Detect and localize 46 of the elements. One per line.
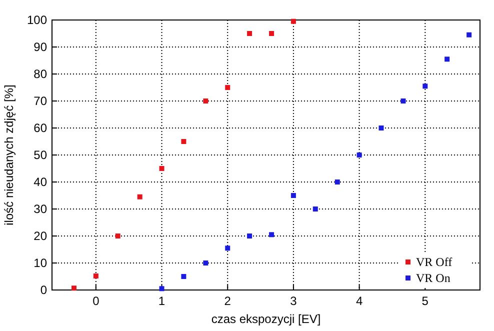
- point: [181, 139, 186, 144]
- x-tick-label: 0: [92, 294, 100, 308]
- y-tick-label: 60: [34, 121, 48, 135]
- y-tick-label: 50: [34, 148, 48, 162]
- point: [71, 286, 76, 291]
- point: [181, 274, 186, 279]
- x-tick-label: 2: [224, 294, 232, 308]
- point: [93, 273, 98, 278]
- x-tick-label: 5: [422, 294, 429, 308]
- point: [225, 85, 230, 90]
- legend-label: VR Off: [416, 255, 452, 269]
- legend-label: VR On: [416, 271, 450, 285]
- point: [334, 180, 340, 184]
- point: [312, 206, 318, 212]
- point: [378, 126, 384, 130]
- y-axis-title: ilość nieudanych zdjęć [%]: [2, 84, 16, 226]
- point: [269, 31, 274, 36]
- point: [422, 84, 428, 89]
- point: [203, 98, 208, 104]
- point: [137, 194, 142, 200]
- point: [356, 152, 362, 158]
- y-tick-label: 20: [34, 229, 48, 243]
- point: [159, 166, 164, 171]
- y-tick-label: 30: [34, 202, 48, 216]
- y-tick-label: 10: [34, 256, 48, 270]
- point: [400, 98, 406, 104]
- y-tick-label: 70: [34, 94, 48, 108]
- x-tick-label: 4: [356, 294, 363, 308]
- point: [247, 31, 252, 36]
- point: [466, 32, 472, 38]
- point: [203, 260, 208, 266]
- point: [444, 56, 450, 62]
- point: [290, 193, 296, 198]
- point: [115, 234, 120, 238]
- x-tick-label: 3: [290, 294, 298, 308]
- point: [247, 234, 252, 238]
- x-tick-label: 1: [158, 294, 166, 308]
- y-tick-label: 80: [34, 67, 48, 81]
- y-tick-label: 90: [34, 40, 48, 54]
- point: [225, 246, 230, 251]
- point: [290, 18, 296, 24]
- y-tick-label: 0: [40, 283, 48, 297]
- x-axis-title: czas ekspozycji [EV]: [211, 312, 321, 326]
- point: [269, 232, 274, 238]
- y-tick-label: 40: [34, 175, 48, 189]
- y-tick-label: 100: [26, 13, 48, 27]
